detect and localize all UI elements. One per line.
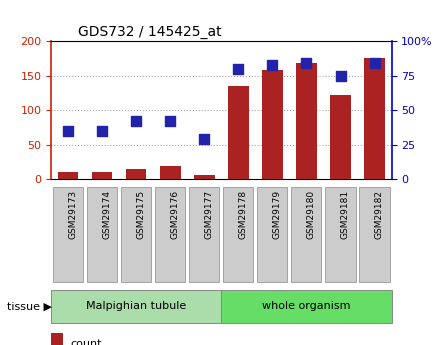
Bar xyxy=(296,63,317,179)
FancyBboxPatch shape xyxy=(291,187,321,282)
FancyBboxPatch shape xyxy=(189,187,219,282)
FancyBboxPatch shape xyxy=(359,187,389,282)
Text: GSM29182: GSM29182 xyxy=(375,190,384,239)
Point xyxy=(99,128,106,134)
Text: GSM29179: GSM29179 xyxy=(272,190,281,239)
Point xyxy=(235,66,242,72)
Point xyxy=(274,244,281,249)
Text: GSM29175: GSM29175 xyxy=(136,190,145,239)
FancyBboxPatch shape xyxy=(155,187,185,282)
FancyBboxPatch shape xyxy=(222,290,392,323)
FancyBboxPatch shape xyxy=(53,187,83,282)
FancyBboxPatch shape xyxy=(325,187,356,282)
Point xyxy=(133,119,140,124)
Text: GSM29181: GSM29181 xyxy=(340,190,349,239)
Point xyxy=(371,61,378,66)
Text: GSM29180: GSM29180 xyxy=(307,190,316,239)
FancyBboxPatch shape xyxy=(51,290,222,323)
Text: whole organism: whole organism xyxy=(262,301,351,311)
Text: GDS732 / 145425_at: GDS732 / 145425_at xyxy=(78,25,222,39)
FancyBboxPatch shape xyxy=(87,187,117,282)
Bar xyxy=(262,70,283,179)
Text: GSM29177: GSM29177 xyxy=(204,190,213,239)
Point xyxy=(201,137,208,142)
Bar xyxy=(364,58,385,179)
FancyBboxPatch shape xyxy=(223,187,253,282)
Text: GSM29173: GSM29173 xyxy=(68,190,77,239)
Bar xyxy=(51,333,63,345)
Point xyxy=(269,62,276,68)
Text: GSM29178: GSM29178 xyxy=(239,190,247,239)
FancyBboxPatch shape xyxy=(121,187,151,282)
Point xyxy=(167,119,174,124)
FancyBboxPatch shape xyxy=(257,187,287,282)
Point xyxy=(65,128,72,134)
Point xyxy=(337,73,344,79)
Bar xyxy=(160,166,181,179)
Bar xyxy=(228,86,249,179)
Bar xyxy=(330,95,351,179)
Bar xyxy=(58,172,78,179)
Text: GSM29176: GSM29176 xyxy=(170,190,179,239)
Bar xyxy=(194,175,214,179)
Text: Malpighian tubule: Malpighian tubule xyxy=(86,301,186,311)
Text: GSM29174: GSM29174 xyxy=(102,190,111,239)
Bar xyxy=(126,169,146,179)
Point xyxy=(303,61,310,66)
Text: tissue ▶: tissue ▶ xyxy=(7,301,52,311)
Text: count: count xyxy=(70,339,101,345)
Bar xyxy=(92,172,113,179)
